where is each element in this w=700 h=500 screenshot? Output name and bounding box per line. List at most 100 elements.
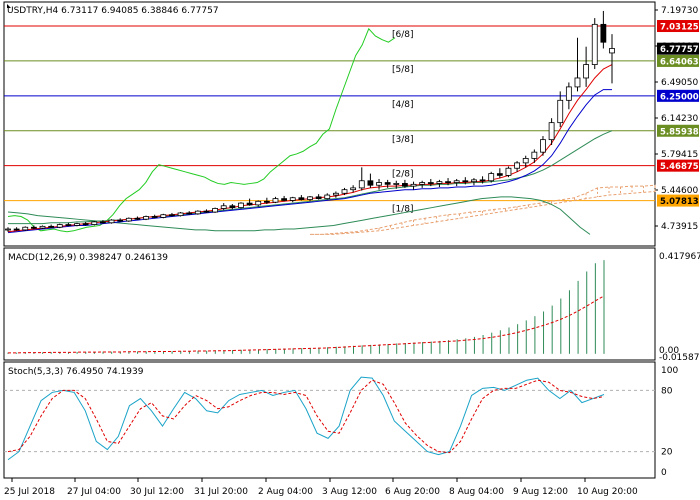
main-chart-title: USDTRY,H4 6.73117 6.94085 6.38846 6.7775… [7, 6, 219, 16]
x-tick-label: 10 Aug 20:00 [577, 487, 638, 497]
stoch-panel: Stoch(5,3,3) 76.4950 74.1939 100 80 20 0 [3, 361, 678, 479]
main-panel: 7.197306.849156.490506.142305.794155.446… [3, 1, 699, 247]
price-label-box [657, 159, 699, 172]
y-tick-label: 6.14230 [661, 114, 698, 124]
candle-body [436, 181, 443, 184]
x-tick-label: 3 Aug 12:00 [322, 487, 377, 497]
price-label-text: 5.46875 [660, 162, 699, 172]
stoch-tick-label: 100 [661, 366, 678, 376]
candle-body [48, 225, 55, 228]
stoch-d-line [7, 379, 605, 454]
candle-body [143, 216, 149, 220]
candle-body [194, 210, 201, 215]
candle-body [22, 226, 29, 231]
price-label-text: 5.07813 [660, 197, 699, 207]
y-tick-label: 5.44600 [661, 186, 698, 196]
candle-body [410, 183, 417, 187]
stoch-k-line [7, 376, 605, 461]
x-tick-label: 27 Jul 04:00 [67, 487, 121, 497]
candle-body [445, 181, 451, 184]
candle-body [246, 202, 253, 206]
stoch-tick-label: 80 [661, 386, 673, 396]
murrey-level-label: [5/8] [392, 65, 414, 75]
candle-body [56, 224, 63, 228]
candle-body [263, 200, 270, 203]
candle-body [203, 210, 210, 213]
candle-body [402, 183, 408, 187]
x-tick-label: 2 Aug 04:00 [258, 487, 313, 497]
candle-body [160, 214, 167, 218]
panel-frame [3, 361, 656, 479]
candle-body [393, 183, 400, 185]
macd-panel: MACD(12,26,9) 0.398247 0.246139 0.417967 0… [3, 247, 700, 363]
candle-body [74, 223, 80, 226]
candle-body [5, 228, 11, 231]
cloud-area [310, 184, 656, 235]
candle-body [376, 182, 382, 186]
candle-body [186, 212, 193, 215]
candle-body [315, 196, 322, 200]
candle-body [479, 179, 486, 182]
candle-body [82, 223, 89, 226]
y-tick-label: 5.79415 [661, 150, 698, 160]
candle-body [600, 23, 607, 43]
candle-body [289, 197, 296, 201]
candle-body [220, 205, 227, 209]
price-label-text: 5.85938 [660, 127, 699, 137]
candle-body [358, 180, 365, 189]
price-label-text: 7.03125 [660, 23, 699, 33]
macd-tick-label: -0.015871 [659, 353, 700, 363]
candle-body [522, 158, 529, 164]
candle-body [332, 192, 339, 196]
murrey-level-label: [3/8] [392, 135, 414, 145]
stoch-tick-label: 0 [661, 468, 667, 478]
candle-body [540, 139, 546, 153]
candle-body [100, 221, 106, 224]
x-tick-label: 9 Aug 12:00 [513, 487, 568, 497]
candle-body [419, 182, 426, 185]
candle-body [307, 196, 313, 200]
candle-body [108, 219, 115, 224]
candle-body [427, 182, 434, 184]
x-tick-label: 30 Jul 12:00 [130, 487, 184, 497]
murrey-level-label: [2/8] [392, 170, 414, 180]
candle-body [125, 217, 132, 222]
candle-body [177, 212, 184, 217]
macd-signal-line [8, 295, 605, 354]
candle-body [151, 216, 158, 218]
murrey-level-label: [4/8] [392, 100, 414, 110]
price-label-box [657, 194, 699, 207]
candle-body [255, 200, 262, 206]
candle-body [298, 197, 305, 200]
murrey-level-label: [6/8] [392, 30, 414, 40]
triangle-icon [7, 4, 11, 8]
x-tick-label: 6 Aug 20:00 [385, 487, 440, 497]
green-indicator-line [7, 27, 396, 233]
candle-body [39, 225, 46, 229]
candle-body [117, 219, 124, 222]
y-tick-label: 6.49050 [661, 78, 698, 88]
candle-body [557, 99, 564, 124]
candle-body [272, 198, 279, 203]
candle-body [609, 48, 615, 54]
candle-body [462, 180, 469, 183]
price-label-box [657, 42, 699, 55]
candle-body [134, 217, 141, 220]
candle-body [65, 224, 72, 226]
candle-body [548, 122, 555, 141]
candle-body [367, 180, 374, 186]
x-tick-label: 31 Jul 20:00 [194, 487, 248, 497]
candle-body [212, 208, 218, 213]
candle-body [514, 162, 520, 169]
candle-body [281, 198, 288, 201]
candle-body [591, 23, 598, 65]
candle-body [496, 173, 503, 176]
murrey-level-label: [1/8] [392, 205, 414, 215]
candle-body [30, 226, 37, 229]
candle-body [531, 151, 538, 159]
candle-body [341, 189, 348, 194]
candle-body [505, 167, 512, 176]
candle-body [324, 194, 331, 200]
y-tick-label: 7.19730 [661, 6, 698, 16]
candle-body [583, 64, 590, 79]
